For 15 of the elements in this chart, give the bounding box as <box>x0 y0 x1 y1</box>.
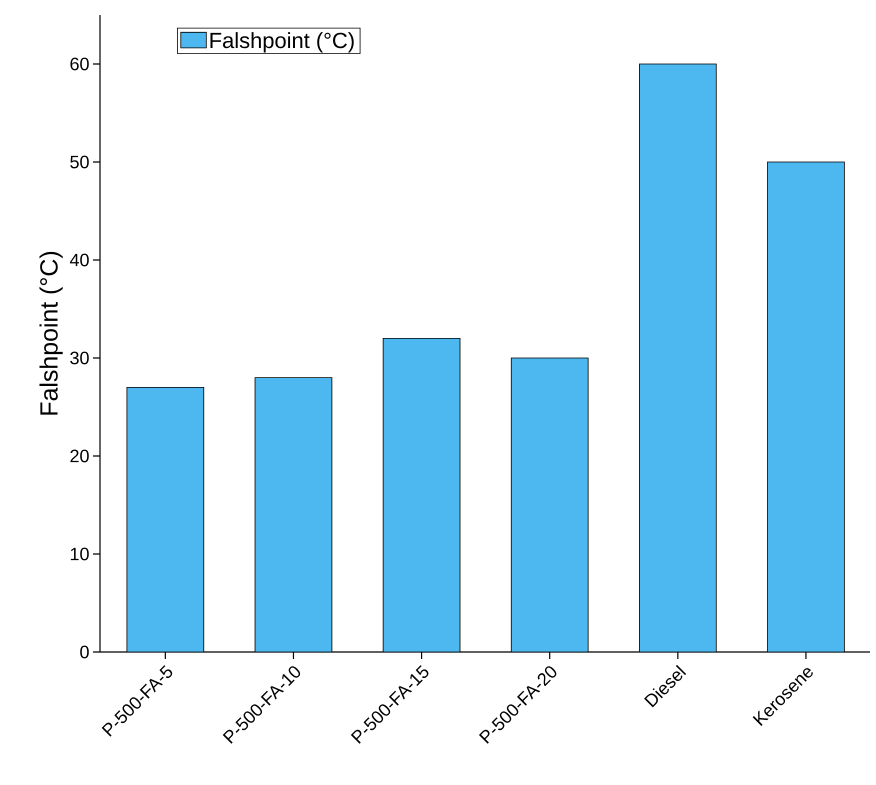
y-tick-label: 20 <box>70 450 89 462</box>
bar <box>510 358 589 652</box>
bar <box>767 162 845 652</box>
y-tick-label: 60 <box>70 58 89 70</box>
y-tick-label: 40 <box>70 254 89 266</box>
y-tick-label: 30 <box>70 352 89 364</box>
y-tick-label: 0 <box>80 646 89 658</box>
legend-label: Falshpoint (°C) <box>210 32 354 53</box>
bar <box>382 338 460 652</box>
bar <box>638 64 717 652</box>
bar <box>254 377 332 652</box>
y-tick-label: 10 <box>70 548 89 560</box>
bar <box>126 387 204 652</box>
y-tick-label: 50 <box>70 156 89 168</box>
y-axis-title: Falshpoint (°C) <box>39 252 63 415</box>
